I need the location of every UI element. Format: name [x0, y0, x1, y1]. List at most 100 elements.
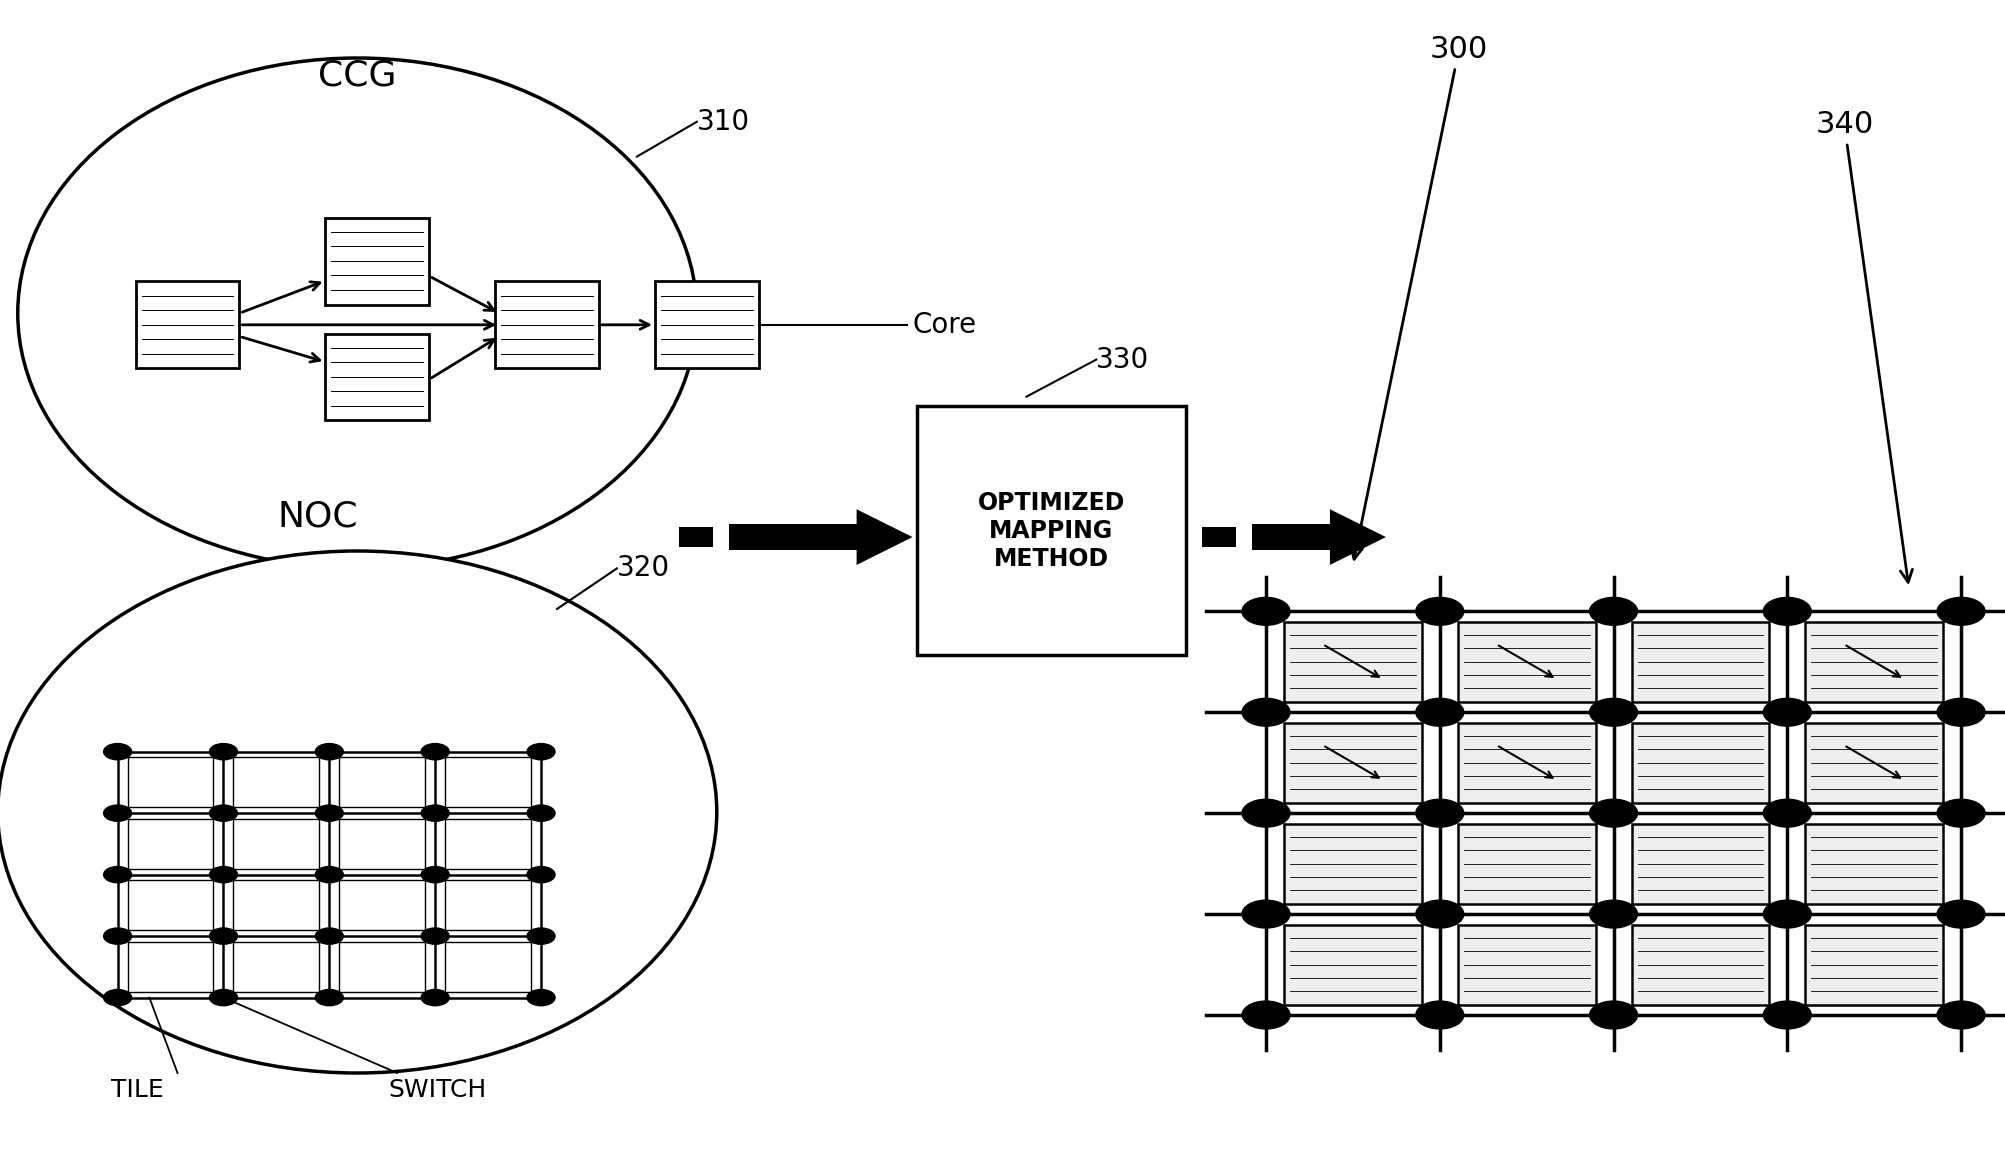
FancyBboxPatch shape	[1203, 527, 1235, 546]
Circle shape	[527, 867, 555, 883]
Circle shape	[104, 867, 132, 883]
Circle shape	[104, 928, 132, 944]
Circle shape	[104, 805, 132, 821]
FancyBboxPatch shape	[1458, 622, 1596, 702]
Circle shape	[209, 989, 237, 1006]
FancyBboxPatch shape	[339, 757, 425, 807]
FancyBboxPatch shape	[1283, 622, 1422, 702]
Circle shape	[1241, 698, 1289, 726]
FancyBboxPatch shape	[1283, 925, 1422, 1005]
Circle shape	[315, 805, 343, 821]
Circle shape	[1241, 799, 1289, 827]
Circle shape	[1937, 900, 1985, 928]
Text: CCG: CCG	[319, 58, 397, 93]
Circle shape	[1590, 597, 1638, 625]
FancyBboxPatch shape	[339, 880, 425, 930]
FancyBboxPatch shape	[1632, 723, 1768, 803]
FancyBboxPatch shape	[1458, 824, 1596, 904]
Circle shape	[421, 867, 449, 883]
FancyBboxPatch shape	[445, 942, 531, 992]
Circle shape	[1416, 1001, 1464, 1029]
Circle shape	[527, 805, 555, 821]
Circle shape	[1590, 900, 1638, 928]
FancyBboxPatch shape	[233, 819, 319, 869]
FancyBboxPatch shape	[128, 942, 213, 992]
Ellipse shape	[18, 58, 698, 568]
Circle shape	[104, 989, 132, 1006]
Polygon shape	[1329, 509, 1385, 565]
Circle shape	[1241, 900, 1289, 928]
FancyBboxPatch shape	[495, 282, 599, 369]
Text: 330: 330	[1097, 346, 1149, 374]
Text: 300: 300	[1351, 35, 1488, 559]
Circle shape	[315, 928, 343, 944]
Circle shape	[1590, 1001, 1638, 1029]
FancyBboxPatch shape	[1251, 524, 1329, 550]
FancyBboxPatch shape	[1804, 723, 1943, 803]
Circle shape	[1590, 799, 1638, 827]
FancyBboxPatch shape	[128, 819, 213, 869]
Circle shape	[1416, 799, 1464, 827]
FancyBboxPatch shape	[1283, 723, 1422, 803]
FancyBboxPatch shape	[1458, 925, 1596, 1005]
FancyBboxPatch shape	[233, 880, 319, 930]
FancyBboxPatch shape	[656, 282, 758, 369]
Text: 320: 320	[618, 554, 670, 582]
Circle shape	[209, 928, 237, 944]
Circle shape	[421, 928, 449, 944]
Text: OPTIMIZED
MAPPING
METHOD: OPTIMIZED MAPPING METHOD	[978, 491, 1125, 571]
Text: 310: 310	[698, 108, 750, 136]
FancyBboxPatch shape	[728, 524, 856, 550]
Circle shape	[421, 744, 449, 760]
Circle shape	[1590, 698, 1638, 726]
FancyBboxPatch shape	[325, 218, 429, 304]
Polygon shape	[856, 509, 912, 565]
FancyBboxPatch shape	[325, 334, 429, 420]
FancyBboxPatch shape	[128, 757, 213, 807]
FancyBboxPatch shape	[339, 819, 425, 869]
FancyBboxPatch shape	[1632, 925, 1768, 1005]
Circle shape	[421, 805, 449, 821]
FancyBboxPatch shape	[339, 942, 425, 992]
FancyBboxPatch shape	[136, 282, 239, 369]
Circle shape	[315, 989, 343, 1006]
FancyBboxPatch shape	[128, 880, 213, 930]
Text: Core: Core	[912, 311, 976, 339]
FancyBboxPatch shape	[1632, 824, 1768, 904]
Text: TILE: TILE	[110, 1079, 164, 1102]
Circle shape	[1762, 1001, 1811, 1029]
Ellipse shape	[0, 551, 716, 1073]
Text: NOC: NOC	[277, 499, 357, 534]
FancyBboxPatch shape	[1632, 622, 1768, 702]
Circle shape	[1416, 900, 1464, 928]
FancyBboxPatch shape	[1458, 723, 1596, 803]
FancyBboxPatch shape	[445, 819, 531, 869]
Text: 340: 340	[1815, 110, 1913, 582]
Circle shape	[1937, 799, 1985, 827]
FancyBboxPatch shape	[445, 880, 531, 930]
Circle shape	[1241, 597, 1289, 625]
Circle shape	[1762, 799, 1811, 827]
Circle shape	[209, 805, 237, 821]
Circle shape	[1416, 698, 1464, 726]
FancyBboxPatch shape	[233, 942, 319, 992]
Circle shape	[527, 989, 555, 1006]
FancyBboxPatch shape	[1804, 622, 1943, 702]
Circle shape	[1762, 698, 1811, 726]
Circle shape	[1762, 900, 1811, 928]
Circle shape	[1416, 597, 1464, 625]
Circle shape	[421, 989, 449, 1006]
Text: SWITCH: SWITCH	[389, 1079, 487, 1102]
Circle shape	[1937, 597, 1985, 625]
Circle shape	[1241, 1001, 1289, 1029]
Circle shape	[209, 744, 237, 760]
Circle shape	[527, 744, 555, 760]
FancyBboxPatch shape	[233, 757, 319, 807]
Circle shape	[315, 867, 343, 883]
Circle shape	[104, 744, 132, 760]
Circle shape	[527, 928, 555, 944]
FancyBboxPatch shape	[680, 527, 714, 546]
FancyBboxPatch shape	[1283, 824, 1422, 904]
Circle shape	[209, 867, 237, 883]
FancyBboxPatch shape	[445, 757, 531, 807]
